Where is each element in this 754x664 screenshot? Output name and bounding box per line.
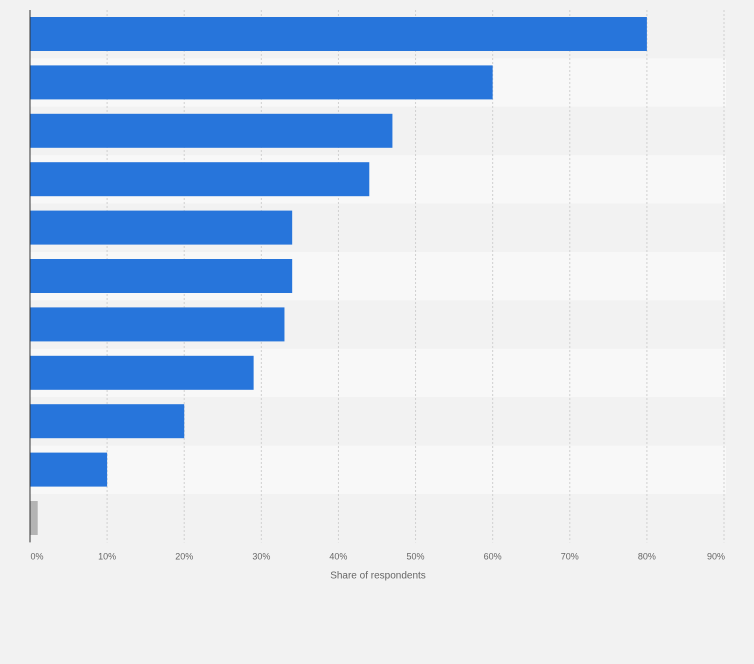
bar: [30, 259, 293, 293]
bar: [30, 113, 393, 148]
bar: [30, 65, 493, 100]
bar: [30, 210, 293, 245]
x-tick-label: 60%: [484, 551, 502, 561]
x-axis-label: Share of respondents: [330, 570, 426, 581]
bars: [30, 17, 647, 535]
bar: [30, 501, 38, 535]
x-tick-label: 70%: [561, 551, 579, 561]
x-tick-label: 20%: [175, 551, 193, 561]
bar: [30, 404, 185, 439]
bar: [30, 307, 285, 342]
row-band: [30, 494, 726, 543]
bar: [30, 162, 370, 197]
x-tick-label: 30%: [252, 551, 270, 561]
bar: [30, 17, 647, 51]
x-tick-label: 50%: [407, 551, 425, 561]
x-tick-label: 40%: [329, 551, 347, 561]
bar: [30, 355, 254, 390]
x-tick-label: 90%: [707, 551, 725, 561]
x-tick-label: 10%: [98, 551, 116, 561]
row-band: [30, 445, 726, 494]
x-tick-label: 80%: [638, 551, 656, 561]
x-axis-ticks: 0% 10% 20% 30% 40% 50% 60% 70% 80% 90%: [30, 551, 725, 561]
x-tick-label: 0%: [30, 551, 43, 561]
bar: [30, 452, 108, 487]
